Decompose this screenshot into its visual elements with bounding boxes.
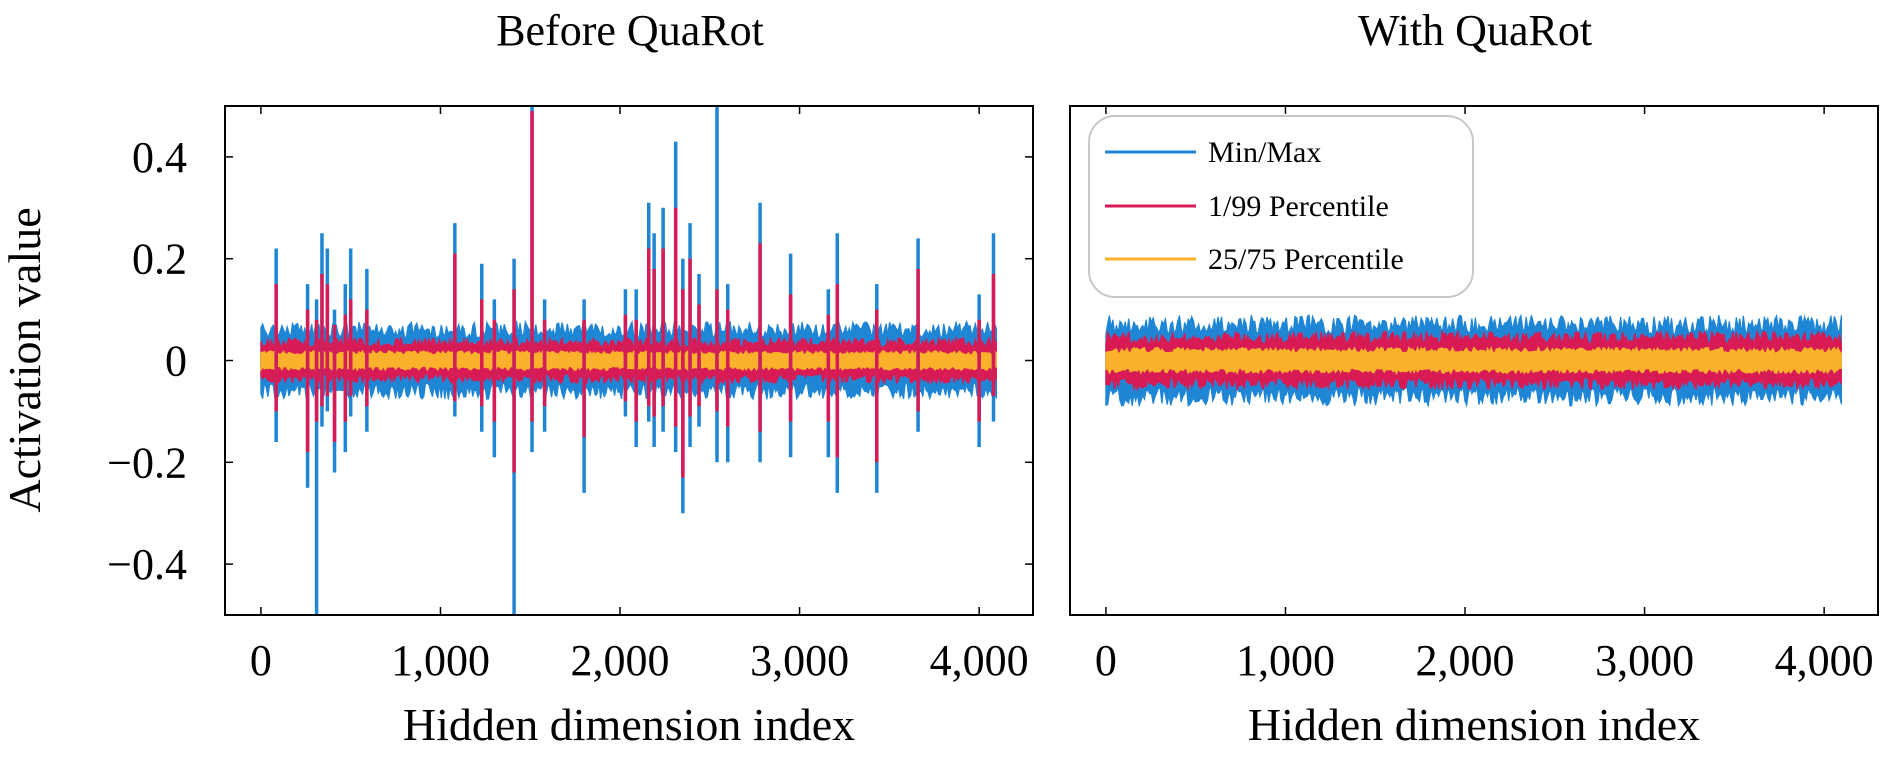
chart-title: Before QuaRot: [496, 6, 764, 55]
x-tick-label: 3,000: [1595, 636, 1694, 685]
panel-with-quarot: With QuaRot 0 1,000 2,000 3,000 4,000 Hidden…: [1069, 6, 1879, 750]
legend-item-p1-99: 1/99 Percentile: [1105, 190, 1389, 223]
series-band-3: [1105, 345, 1842, 375]
y-axis-label: Activation value: [0, 207, 50, 512]
x-tick-label: 2,000: [571, 636, 670, 685]
legend: Min/Max 1/99 Percentile 25/75 Percentile: [1088, 115, 1474, 298]
plot-area: [1105, 313, 1842, 408]
x-axis-label: Hidden dimension index: [1248, 699, 1700, 750]
legend-label: 25/75 Percentile: [1208, 243, 1404, 276]
legend-item-minmax: Min/Max: [1105, 136, 1321, 169]
legend-label: Min/Max: [1208, 136, 1321, 169]
x-tick-label: 4,000: [1775, 636, 1874, 685]
x-tick-label: 0: [250, 636, 272, 685]
legend-box: [1088, 115, 1474, 298]
x-tick-label: 1,000: [1236, 636, 1335, 685]
x-tick-label: 3,000: [750, 636, 849, 685]
legend-item-p25-75: 25/75 Percentile: [1105, 243, 1404, 276]
y-ticks: −0.4 −0.2 0 0.2 0.4: [107, 133, 1033, 589]
series-band-3: [260, 349, 997, 373]
panel-before-quarot: Before QuaRot 0 1,000 2,000 3,000 4,000 −0.4…: [0, 6, 1034, 750]
legend-label: 1/99 Percentile: [1208, 190, 1389, 223]
x-tick-label: 4,000: [930, 636, 1029, 685]
x-tick-label: 0: [1095, 636, 1117, 685]
y-tick-label: 0: [165, 337, 187, 386]
plot-frame: [1069, 105, 1879, 616]
y-tick-label: −0.4: [107, 540, 187, 589]
y-tick-label: −0.2: [107, 438, 187, 487]
chart-title: With QuaRot: [1358, 6, 1592, 55]
x-tick-label: 1,000: [391, 636, 490, 685]
y-tick-label: 0.4: [132, 133, 187, 182]
plot-area: [260, 106, 997, 615]
x-axis-label: Hidden dimension index: [403, 699, 855, 750]
y-tick-label: 0.2: [132, 235, 187, 284]
x-ticks: 0 1,000 2,000 3,000 4,000: [250, 106, 1029, 685]
x-ticks: 0 1,000 2,000 3,000 4,000: [1095, 106, 1874, 685]
x-tick-label: 2,000: [1416, 636, 1515, 685]
